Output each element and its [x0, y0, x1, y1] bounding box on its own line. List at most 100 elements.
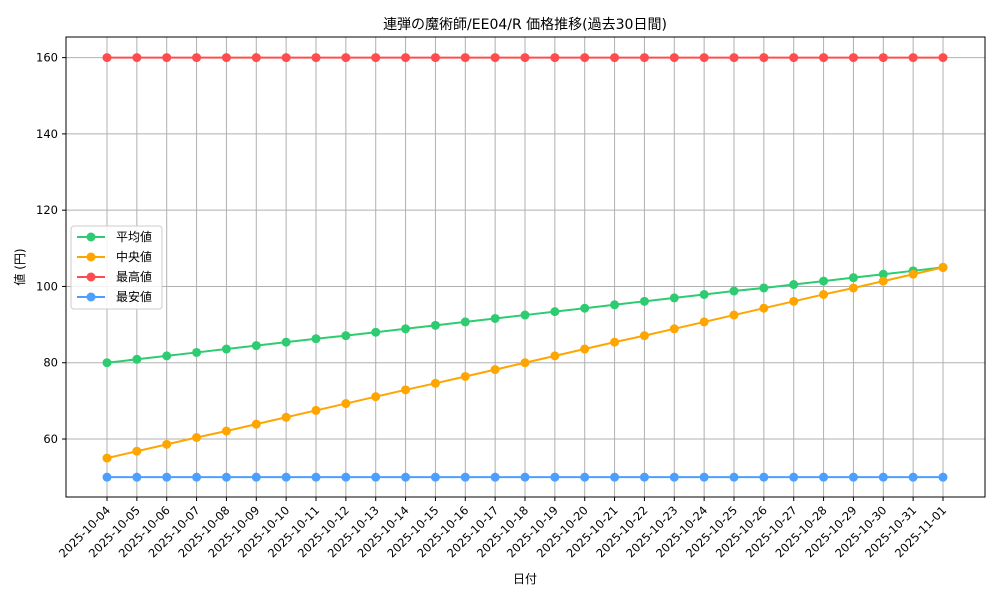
legend-marker	[86, 232, 96, 242]
data-point	[102, 358, 112, 368]
data-point	[878, 472, 888, 482]
data-point	[789, 280, 799, 290]
data-point	[580, 303, 590, 313]
data-point	[430, 472, 440, 482]
data-point	[819, 289, 829, 299]
data-point	[699, 53, 709, 63]
data-point	[580, 344, 590, 354]
data-point	[908, 269, 918, 279]
data-point	[401, 472, 411, 482]
data-point	[311, 405, 321, 415]
data-point	[699, 472, 709, 482]
y-tick-label: 80	[43, 356, 58, 370]
data-point	[251, 53, 261, 63]
data-point	[878, 269, 888, 279]
grid-lines	[66, 37, 985, 497]
data-point	[401, 324, 411, 334]
data-point	[162, 472, 172, 482]
data-point	[401, 53, 411, 63]
data-point	[192, 53, 202, 63]
data-point	[192, 472, 202, 482]
y-tick-label: 100	[36, 279, 58, 293]
data-point	[221, 426, 231, 436]
y-tick-label: 60	[43, 432, 58, 446]
data-point	[699, 289, 709, 299]
data-point	[132, 472, 142, 482]
x-axis-ticks: 2025-10-042025-10-052025-10-062025-10-07…	[56, 497, 949, 560]
data-point	[669, 293, 679, 303]
data-point	[610, 472, 620, 482]
data-point	[639, 296, 649, 306]
data-point	[729, 472, 739, 482]
data-point	[460, 371, 470, 381]
data-point	[132, 354, 142, 364]
data-point	[430, 378, 440, 388]
data-point	[281, 53, 291, 63]
data-point	[430, 320, 440, 330]
data-point	[192, 432, 202, 442]
data-point	[669, 53, 679, 63]
data-point	[729, 310, 739, 320]
data-point	[490, 472, 500, 482]
data-point	[699, 317, 709, 327]
data-point	[819, 276, 829, 286]
data-point	[251, 419, 261, 429]
series-line	[102, 472, 948, 482]
data-point	[789, 296, 799, 306]
data-point	[162, 351, 172, 361]
data-point	[729, 53, 739, 63]
legend-label: 最高値	[116, 269, 152, 284]
data-point	[819, 53, 829, 63]
data-point	[669, 472, 679, 482]
legend-box	[70, 225, 163, 310]
data-point	[938, 262, 948, 272]
data-point	[669, 324, 679, 334]
data-point	[341, 53, 351, 63]
data-point	[639, 472, 649, 482]
data-point	[162, 439, 172, 449]
data-point	[520, 53, 530, 63]
data-point	[550, 53, 560, 63]
data-point	[848, 283, 858, 293]
data-point	[221, 344, 231, 354]
data-point	[550, 307, 560, 317]
data-series	[102, 53, 948, 482]
chart-title: 連弾の魔術師/EE04/R 価格推移(過去30日間)	[383, 17, 667, 33]
data-point	[221, 53, 231, 63]
data-point	[430, 53, 440, 63]
data-point	[341, 331, 351, 341]
data-point	[371, 53, 381, 63]
data-point	[102, 472, 112, 482]
data-point	[789, 472, 799, 482]
data-point	[759, 53, 769, 63]
data-point	[371, 472, 381, 482]
data-point	[460, 317, 470, 327]
y-tick-label: 140	[36, 127, 58, 141]
legend-label: 最安値	[116, 289, 152, 304]
data-point	[520, 472, 530, 482]
data-point	[102, 53, 112, 63]
data-point	[610, 337, 620, 347]
data-point	[848, 472, 858, 482]
data-point	[580, 472, 590, 482]
data-point	[789, 53, 799, 63]
data-point	[550, 351, 560, 361]
data-point	[221, 472, 231, 482]
data-point	[401, 385, 411, 395]
data-point	[759, 283, 769, 293]
data-point	[848, 273, 858, 283]
data-point	[251, 472, 261, 482]
data-point	[192, 347, 202, 357]
legend-label: 中央値	[116, 249, 152, 264]
data-point	[251, 341, 261, 351]
y-axis-ticks: 60 80 100 120 140 160	[36, 51, 66, 446]
data-point	[132, 446, 142, 456]
x-axis-label: 日付	[513, 572, 537, 586]
data-point	[490, 53, 500, 63]
data-point	[281, 412, 291, 422]
data-point	[371, 327, 381, 337]
data-point	[639, 53, 649, 63]
legend-marker	[86, 272, 96, 282]
data-point	[341, 399, 351, 409]
